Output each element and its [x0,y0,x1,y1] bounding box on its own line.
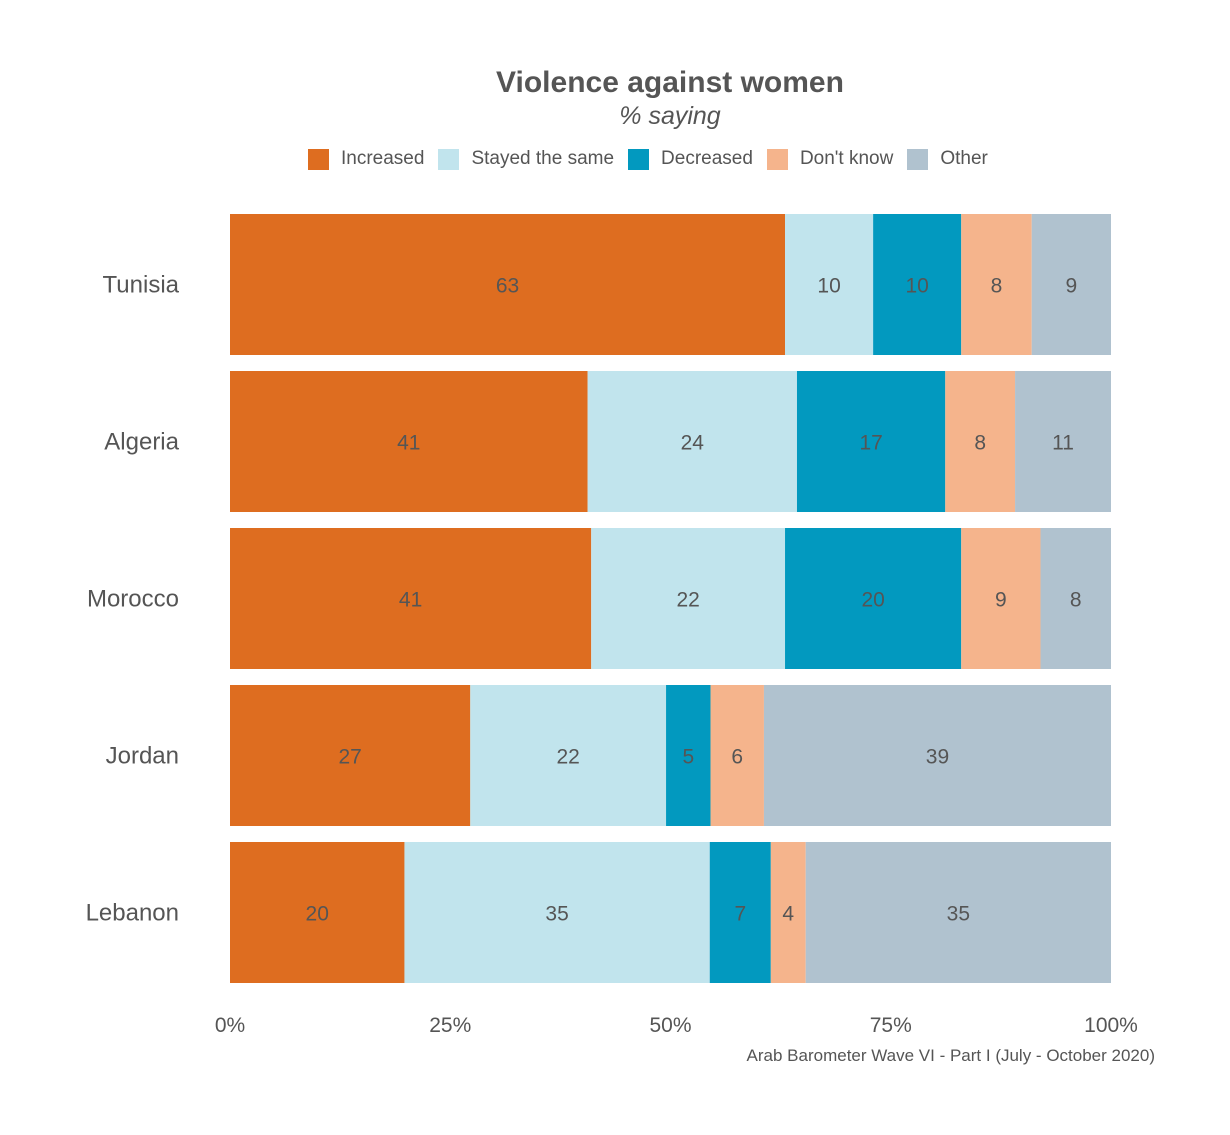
bar-algeria-stayed-the-same [587,371,797,512]
x-tick-label: 100% [1084,1014,1138,1037]
data-label-algeria-increased: 41 [397,432,420,455]
bar-tunisia-other [1031,214,1111,355]
legend-swatch-stayed-the-same [438,148,460,170]
x-tick-label: 75% [870,1014,912,1037]
bar-algeria-increased [230,371,588,512]
bar-algeria-don-t-know [945,371,1016,512]
category-label-lebanon: Lebanon [86,900,179,927]
data-label-tunisia-decreased: 10 [906,275,929,298]
data-label-morocco-don-t-know: 9 [995,589,1007,612]
bar-algeria-other [1015,371,1111,512]
category-label-tunisia: Tunisia [103,272,180,299]
bar-jordan-increased [230,685,471,826]
data-label-algeria-stayed-the-same: 24 [681,432,705,455]
bar-lebanon-increased [230,842,405,983]
chart-subtitle: % saying [619,102,721,130]
data-label-morocco-stayed-the-same: 22 [676,589,699,612]
bar-tunisia-don-t-know [961,214,1032,355]
bar-algeria-decreased [796,371,946,512]
legend-label-stayed-the-same: Stayed the same [471,148,615,169]
data-label-tunisia-increased: 63 [496,275,519,298]
data-label-jordan-decreased: 5 [682,746,694,769]
data-label-algeria-other: 11 [1052,432,1074,455]
bar-jordan-other [763,685,1111,826]
bar-tunisia-decreased [873,214,962,355]
bar-jordan-don-t-know [710,685,764,826]
data-label-jordan-stayed-the-same: 22 [556,746,579,769]
data-label-algeria-decreased: 17 [859,432,882,455]
legend-swatch-decreased [628,148,650,170]
data-label-jordan-don-t-know: 6 [731,746,743,769]
data-label-morocco-other: 8 [1070,589,1082,612]
bar-morocco-other [1040,528,1111,669]
legend-label-decreased: Decreased [661,148,753,169]
data-label-lebanon-don-t-know: 4 [782,903,794,926]
bar-tunisia-stayed-the-same [785,214,874,355]
legend-label-dont-know: Don't know [799,148,894,169]
legend-item-stayed-the-same: Stayed the same [438,148,614,170]
data-label-jordan-increased: 27 [338,746,361,769]
legend-label-other: Other [940,148,988,169]
legend-item-other: Other [907,148,988,170]
legend-item-increased: Increased [308,148,424,170]
legend-item-dont-know: Don't know [766,148,894,170]
data-label-morocco-decreased: 20 [861,589,884,612]
category-label-algeria: Algeria [104,429,179,456]
chart-title: Violence against women [496,66,844,99]
category-label-jordan: Jordan [106,743,179,770]
bar-lebanon-decreased [709,842,771,983]
data-label-lebanon-stayed-the-same: 35 [545,903,568,926]
legend-item-decreased: Decreased [628,148,753,170]
data-label-lebanon-increased: 20 [306,903,329,926]
bar-lebanon-stayed-the-same [404,842,710,983]
legend: Increased Stayed the same Decreased Don'… [308,146,1002,172]
bar-morocco-decreased [785,528,962,669]
legend-label-increased: Increased [341,148,425,169]
data-label-tunisia-don-t-know: 8 [991,275,1003,298]
data-label-tunisia-stayed-the-same: 10 [817,275,840,298]
data-label-morocco-increased: 41 [399,589,422,612]
x-tick-label: 25% [429,1014,471,1037]
bar-morocco-don-t-know [961,528,1041,669]
x-tick-label: 0% [215,1014,245,1037]
category-label-morocco: Morocco [87,586,179,613]
legend-swatch-increased [308,148,329,170]
bar-morocco-increased [230,528,592,669]
bar-morocco-stayed-the-same [591,528,786,669]
legend-swatch-dont-know [766,148,788,170]
source-note: Arab Barometer Wave VI - Part I (July - … [746,1046,1155,1065]
bar-lebanon-don-t-know [770,842,806,983]
bar-tunisia-increased [230,214,786,355]
data-label-algeria-don-t-know: 8 [974,432,986,455]
bar-jordan-stayed-the-same [470,685,667,826]
bar-jordan-decreased [666,685,711,826]
x-tick-label: 50% [649,1014,691,1037]
data-label-tunisia-other: 9 [1066,275,1078,298]
legend-swatch-other [907,148,929,170]
data-label-lebanon-decreased: 7 [734,903,746,926]
data-label-jordan-other: 39 [926,746,949,769]
bar-lebanon-other [805,842,1111,983]
data-label-lebanon-other: 35 [947,903,970,926]
